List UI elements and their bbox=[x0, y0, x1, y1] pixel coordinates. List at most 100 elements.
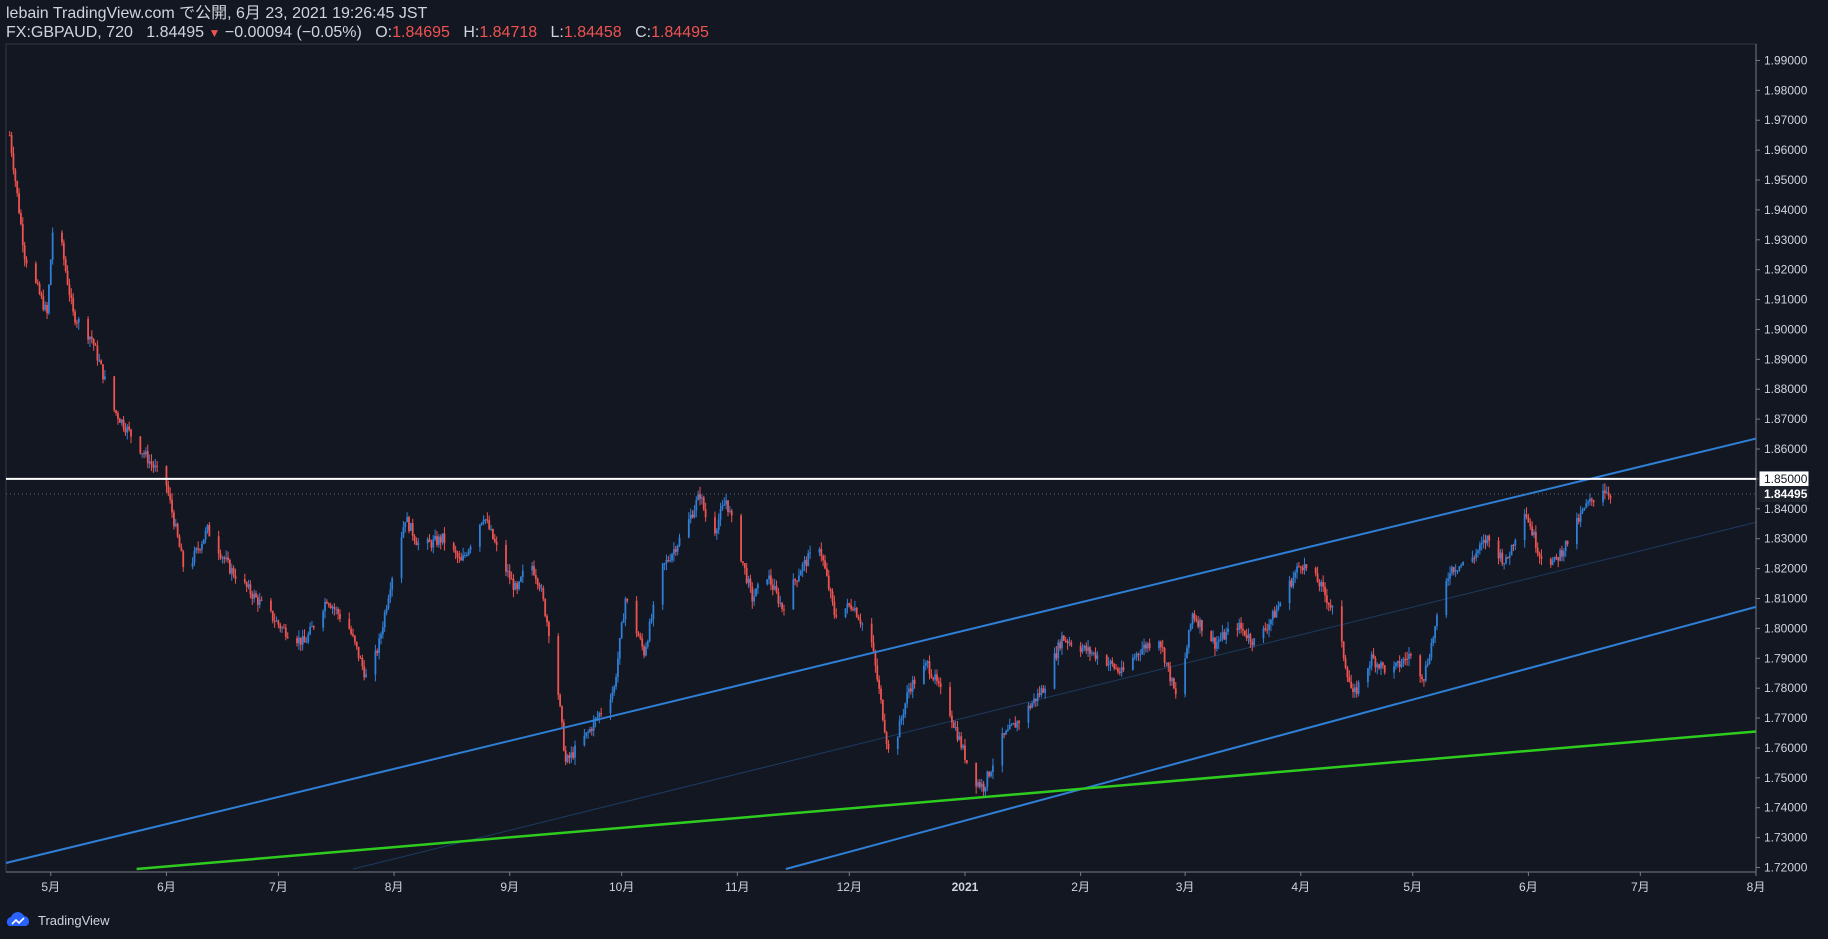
price-tick-label: 1.74000 bbox=[1764, 801, 1808, 815]
open-value: 1.84695 bbox=[392, 24, 450, 41]
candle-up bbox=[77, 318, 80, 323]
candle-up bbox=[204, 530, 207, 540]
candle-up bbox=[1357, 682, 1360, 694]
candle-up bbox=[1331, 606, 1334, 608]
candle-up bbox=[191, 562, 194, 567]
candle-up bbox=[986, 771, 989, 788]
candle-down bbox=[25, 259, 28, 264]
candle-down bbox=[1163, 647, 1166, 663]
candle-up bbox=[1247, 634, 1250, 639]
price-axis[interactable] bbox=[1756, 44, 1828, 872]
candle-up bbox=[645, 646, 647, 656]
candle-down bbox=[505, 544, 507, 572]
candle-down bbox=[1137, 653, 1140, 655]
candle-up bbox=[44, 304, 47, 310]
candle-down bbox=[1085, 645, 1088, 651]
time-tick-label: 5月 bbox=[41, 880, 60, 894]
trendlines-layer[interactable] bbox=[5, 437, 1757, 871]
candle-down bbox=[36, 282, 39, 284]
candle-up bbox=[434, 536, 437, 540]
candle-down bbox=[1240, 622, 1242, 629]
candle-up bbox=[861, 623, 864, 625]
candle-up bbox=[389, 589, 392, 599]
candle-down bbox=[691, 514, 694, 518]
candle-down bbox=[355, 641, 358, 647]
candle-up bbox=[1068, 642, 1071, 644]
candle-down bbox=[978, 782, 981, 787]
candle-down bbox=[1298, 566, 1300, 568]
candle-down bbox=[557, 636, 560, 695]
candle-up bbox=[1376, 664, 1379, 668]
candle-up bbox=[1510, 544, 1513, 556]
candle-up bbox=[1143, 644, 1145, 649]
tradingview-logo-icon bbox=[6, 912, 30, 926]
candle-down bbox=[113, 376, 116, 411]
candle-down bbox=[1167, 662, 1170, 667]
candle-down bbox=[1243, 630, 1246, 636]
candle-up bbox=[1006, 729, 1009, 732]
candle-down bbox=[639, 636, 642, 639]
candle-down bbox=[674, 549, 677, 552]
time-tick-label: 2月 bbox=[1071, 880, 1090, 894]
candle-down bbox=[102, 364, 104, 380]
candle-up bbox=[954, 727, 957, 729]
candle-down bbox=[219, 553, 222, 559]
candle-up bbox=[1395, 663, 1397, 667]
candle-down bbox=[339, 613, 341, 619]
candle-down bbox=[245, 582, 248, 587]
candle-down bbox=[887, 743, 890, 749]
candle-up bbox=[1478, 544, 1481, 551]
price-tick-label: 1.82000 bbox=[1764, 562, 1808, 576]
price-tick-label: 1.88000 bbox=[1764, 382, 1808, 396]
candle-up bbox=[1424, 665, 1427, 681]
candle-down bbox=[408, 517, 410, 532]
candle-down bbox=[1064, 640, 1067, 642]
candle-down bbox=[1117, 668, 1119, 672]
candle-down bbox=[600, 712, 603, 714]
candle-up bbox=[1400, 663, 1403, 667]
candle-up bbox=[1288, 580, 1291, 604]
candle-down bbox=[40, 294, 43, 297]
candle-down bbox=[1273, 611, 1276, 618]
candle-up bbox=[322, 611, 325, 628]
candle-up bbox=[281, 627, 284, 629]
candle-down bbox=[357, 646, 360, 658]
candle-up bbox=[1199, 619, 1201, 627]
candle-up bbox=[1402, 658, 1405, 664]
candle-down bbox=[641, 638, 644, 647]
time-axis-ticks: 5月 6月 7月 8月 9月 10月 11月 12月 2021 2月 3月 4月 5月 6月 7月 8月 bbox=[41, 872, 1765, 894]
candle-down bbox=[1029, 705, 1032, 708]
symbol-label[interactable]: FX:GBPAUD, 720 bbox=[6, 24, 133, 41]
candles-layer bbox=[8, 130, 1612, 799]
price-tick-label: 1.72000 bbox=[1764, 861, 1808, 875]
candle-up bbox=[665, 559, 668, 564]
candle-up bbox=[1253, 638, 1256, 646]
candle-up bbox=[1275, 609, 1278, 618]
price-tick-label: 1.97000 bbox=[1764, 113, 1808, 127]
price-tick-label: 1.87000 bbox=[1764, 412, 1808, 426]
candle-down bbox=[1223, 632, 1226, 640]
candle-up bbox=[1279, 603, 1282, 607]
candle-up bbox=[1499, 552, 1502, 559]
candle-up bbox=[1303, 564, 1306, 571]
time-tick-label: 5月 bbox=[1403, 880, 1422, 894]
candle-up bbox=[1456, 570, 1459, 572]
candle-up bbox=[1036, 693, 1039, 701]
candle-down bbox=[964, 745, 966, 761]
candle-down bbox=[62, 242, 65, 260]
candle-up bbox=[391, 578, 394, 590]
candle-up bbox=[309, 626, 312, 635]
candle-down bbox=[1193, 613, 1196, 619]
candle-down bbox=[100, 360, 103, 365]
candle-down bbox=[881, 699, 884, 721]
candle-down bbox=[260, 599, 263, 601]
candle-down bbox=[1329, 604, 1332, 608]
candle-up bbox=[669, 560, 672, 562]
candle-up bbox=[902, 714, 905, 719]
candle-down bbox=[178, 536, 181, 548]
candle-down bbox=[411, 523, 414, 536]
watermark[interactable]: TradingView bbox=[6, 910, 110, 930]
price-tick-label: 1.80000 bbox=[1764, 621, 1808, 635]
